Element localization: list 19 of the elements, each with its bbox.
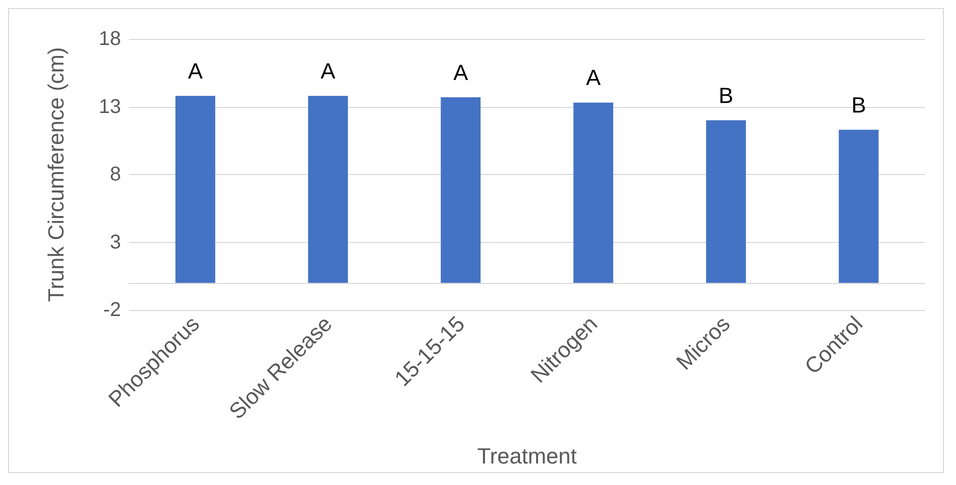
annotation: A [320,58,336,84]
y-tick-label: 3 [110,231,121,254]
annotation: A [586,65,601,90]
annotation: B [718,82,734,108]
annotation: A [453,60,468,85]
x-axis-title: Treatment [477,444,577,468]
bar [838,130,879,283]
annotation: B [851,92,866,118]
bar [308,96,348,283]
y-tick-label: -2 [103,299,121,321]
bar [440,97,481,283]
bar [175,96,216,283]
y-axis-title: Trunk Circumference (cm) [44,47,68,302]
annotation: A [188,58,203,84]
bar [573,102,614,283]
y-tick-label: 13 [98,96,121,118]
y-tick-label: 8 [110,164,121,186]
bar [706,120,746,283]
y-tick-label: 18 [98,28,121,50]
